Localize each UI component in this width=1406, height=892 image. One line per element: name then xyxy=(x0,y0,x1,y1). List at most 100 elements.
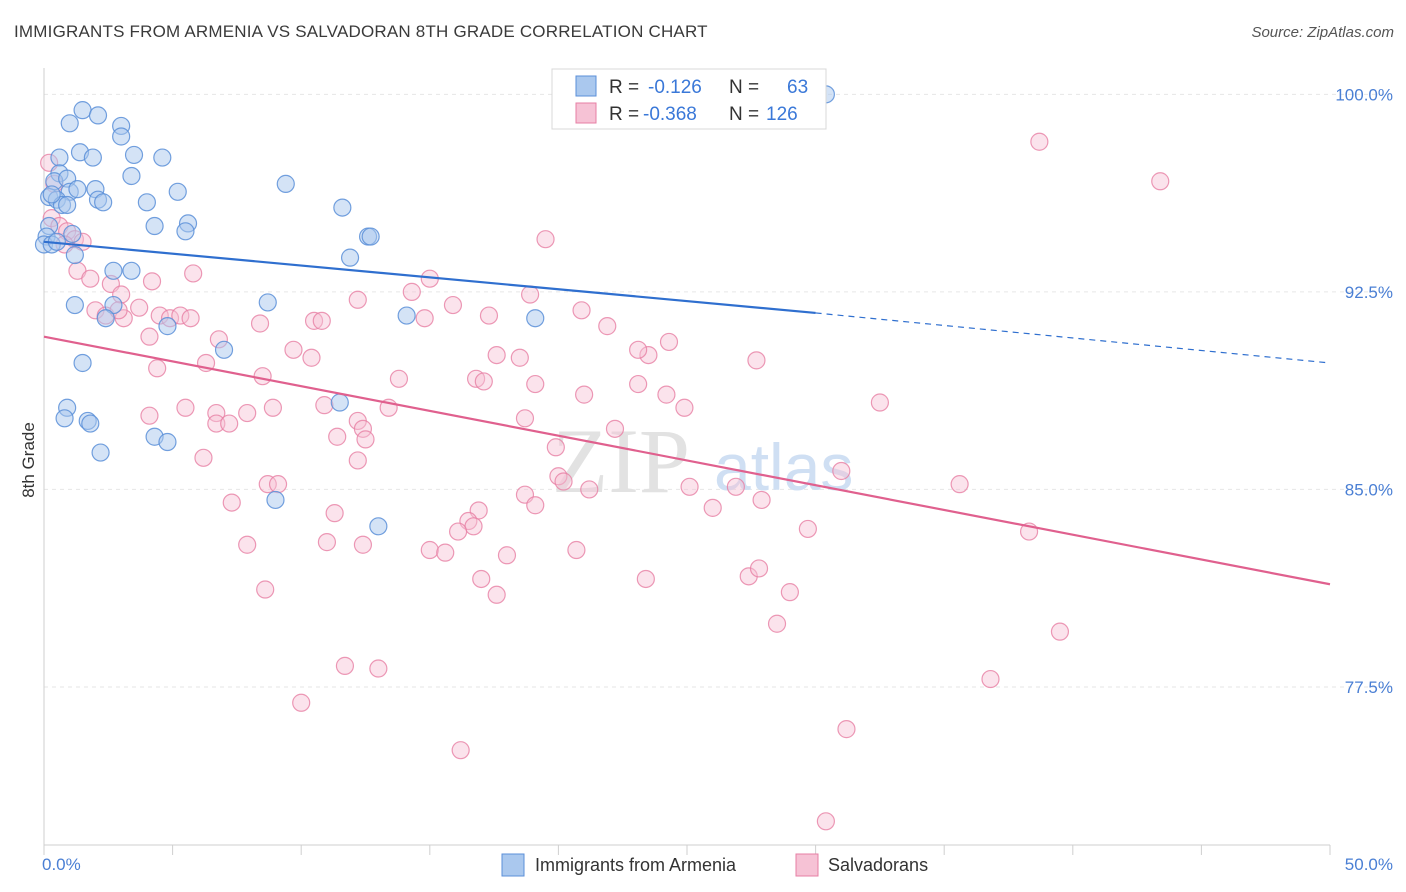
salvadorans-trend-line xyxy=(43,335,1331,586)
salvadorans-point-82 xyxy=(258,475,277,494)
bottom-legend: Immigrants from Armenia Salvadorans xyxy=(501,853,928,877)
salvadorans-point-46 xyxy=(629,340,648,359)
armenia-point-52 xyxy=(330,393,349,412)
salvadorans-point-32 xyxy=(312,311,331,330)
salvadorans-point-121 xyxy=(448,522,468,541)
salvadorans-point-48 xyxy=(148,359,167,378)
armenia-point-8 xyxy=(83,148,102,167)
armenia-point-42 xyxy=(122,261,141,280)
salvadorans-point-83 xyxy=(268,475,288,494)
armenia-point-46 xyxy=(96,309,115,328)
bottom-legend-salvadorans: Salvadorans xyxy=(828,855,928,875)
salvadorans-point-62 xyxy=(263,398,283,417)
salvadorans-point-74 xyxy=(356,430,375,449)
salvadorans-point-107 xyxy=(636,569,655,589)
salvadorans-point-72 xyxy=(605,419,625,438)
salvadorans-point-71 xyxy=(515,409,535,428)
salvadorans-point-101 xyxy=(420,540,439,560)
armenia-point-14 xyxy=(122,166,141,186)
salvadorans-point-59 xyxy=(870,393,890,412)
armenia-trend-line-extension xyxy=(815,312,1331,364)
salvadorans-point-43 xyxy=(510,348,529,367)
x-tick-label-min: 0.0% xyxy=(42,855,81,874)
armenia-point-60 xyxy=(266,490,285,510)
armenia-point-4 xyxy=(112,127,131,146)
armenia-point-43 xyxy=(258,293,277,312)
salvadorans-point-100 xyxy=(353,535,373,554)
armenia-point-31 xyxy=(176,222,195,241)
armenia-point-48 xyxy=(526,309,545,328)
salvadorans-point-1 xyxy=(1030,132,1049,151)
armenia-point-10 xyxy=(153,148,172,167)
bottom-legend-swatch-pink xyxy=(795,853,819,877)
armenia-point-41 xyxy=(104,261,123,280)
legend-r-label-1: R = xyxy=(609,77,639,98)
legend-r-value-1: -0.126 xyxy=(648,77,702,98)
salvadorans-point-80 xyxy=(832,461,851,481)
salvadorans-point-92 xyxy=(325,504,344,523)
y-tick-label-2: 85.0% xyxy=(1345,480,1393,499)
salvadorans-point-3 xyxy=(1151,172,1170,191)
salvadorans-point-66 xyxy=(207,414,226,433)
source-label: Source: ZipAtlas.com xyxy=(1251,24,1394,41)
armenia-point-27 xyxy=(333,198,352,217)
armenia-point-49 xyxy=(158,317,177,336)
salvadorans-point-21 xyxy=(521,285,540,304)
armenia-point-50 xyxy=(214,340,234,359)
armenia-point-35 xyxy=(361,227,380,246)
salvadorans-point-18 xyxy=(402,282,421,301)
salvadorans-point-67 xyxy=(220,414,239,433)
y-tick-label-3: 77.5% xyxy=(1345,678,1393,697)
salvadorans-point-10 xyxy=(536,230,555,249)
salvadorans-point-55 xyxy=(629,374,648,394)
y-tick-label-1: 92.5% xyxy=(1345,283,1393,302)
armenia-point-6 xyxy=(50,148,69,167)
salvadorans-point-14 xyxy=(184,264,203,283)
armenia-point-0 xyxy=(73,101,92,120)
armenia-point-25 xyxy=(94,193,113,212)
salvadorans-point-41 xyxy=(302,348,321,367)
salvadorans-point-85 xyxy=(680,477,699,496)
salvadorans-point-54 xyxy=(526,374,545,394)
armenia-point-62 xyxy=(42,185,61,204)
salvadorans-point-84 xyxy=(580,480,599,499)
salvadorans-point-109 xyxy=(487,585,506,604)
salvadorans-point-16 xyxy=(142,272,162,291)
salvadorans-point-61 xyxy=(207,403,226,423)
salvadorans-point-76 xyxy=(194,448,213,467)
salvadorans-point-114 xyxy=(369,659,388,678)
salvadorans-point-95 xyxy=(464,517,483,536)
salvadorans-point-102 xyxy=(436,543,455,562)
armenia-point-15 xyxy=(276,174,295,193)
legend-r-value-2: -0.368 xyxy=(643,104,697,125)
armenia-point-19 xyxy=(168,182,187,201)
armenia-point-2 xyxy=(60,114,79,133)
legend-swatch-blue xyxy=(575,75,597,97)
salvadorans-point-29 xyxy=(181,309,200,328)
y-tick-label-0: 100.0% xyxy=(1335,85,1393,104)
salvadorans-point-44 xyxy=(639,345,658,365)
salvadorans-point-68 xyxy=(238,403,257,423)
salvadorans-point-106 xyxy=(749,559,769,578)
salvadorans-point-112 xyxy=(767,614,787,633)
salvadorans-point-38 xyxy=(140,327,159,346)
salvadorans-point-73 xyxy=(328,427,347,446)
salvadorans-point-77 xyxy=(348,451,367,470)
salvadorans-point-75 xyxy=(546,438,565,457)
salvadorans-point-47 xyxy=(747,351,766,370)
legend-n-value-1: 63 xyxy=(787,77,808,98)
salvadorans-point-108 xyxy=(472,569,491,589)
salvadorans-point-50 xyxy=(253,367,272,386)
salvadorans-point-103 xyxy=(497,546,517,565)
y-tick-labels: 100.0% 92.5% 85.0% 77.5% xyxy=(1335,85,1393,697)
x-tick-label-max: 50.0% xyxy=(1345,855,1393,874)
salvadorans-point-120 xyxy=(816,812,835,831)
armenia-point-40 xyxy=(340,248,360,267)
armenia-point-39 xyxy=(65,245,84,265)
armenia-point-56 xyxy=(81,414,100,433)
salvadorans-point-45 xyxy=(659,332,679,352)
salvadorans-point-12 xyxy=(81,269,100,288)
armenia-point-9 xyxy=(124,145,144,165)
salvadorans-point-42 xyxy=(487,345,506,365)
